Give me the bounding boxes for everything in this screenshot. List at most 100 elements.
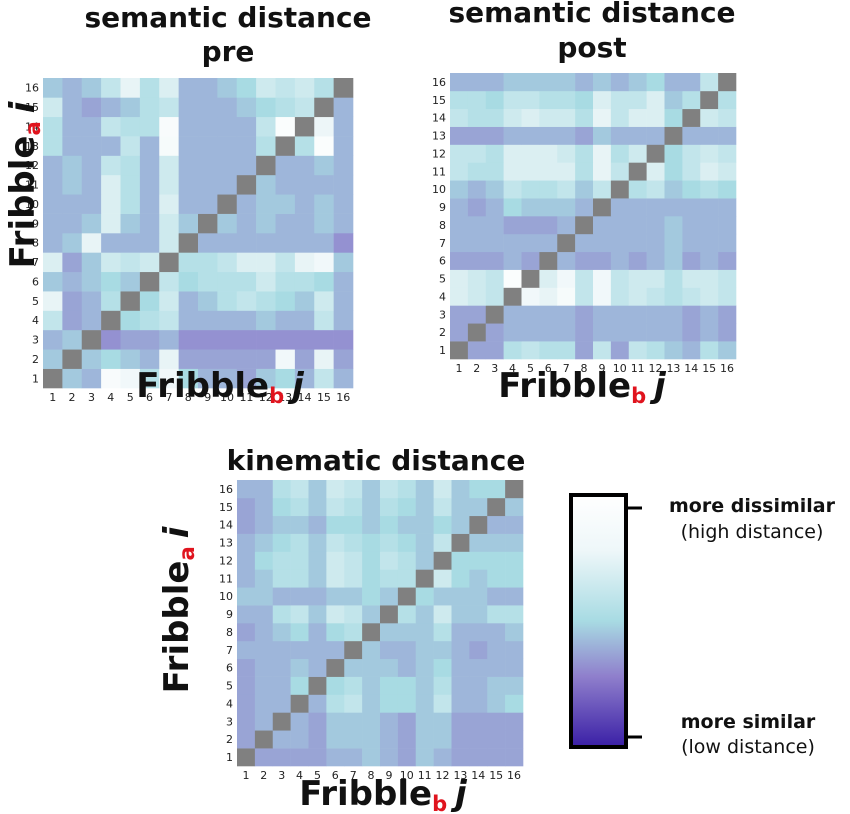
heatmap-cell — [139, 252, 160, 273]
x-tick-label: 13 — [666, 362, 680, 375]
heatmap-cell — [433, 640, 452, 660]
heatmap-cell — [539, 180, 558, 199]
heatmap-cell — [451, 694, 470, 713]
y-tick-label: 10 — [25, 198, 39, 211]
heatmap-cell — [593, 144, 612, 163]
y-tick-label: 10 — [219, 590, 233, 603]
heatmap-cell — [557, 144, 576, 163]
heatmap-cell — [275, 78, 296, 98]
heatmap-diagonal-cell — [237, 748, 256, 767]
heatmap-cell — [505, 623, 524, 642]
heatmap-cell — [487, 694, 506, 713]
heatmap-cell — [467, 287, 487, 306]
heatmap-cell — [326, 694, 345, 713]
heatmap-cell — [467, 198, 487, 217]
heatmap-cell — [344, 569, 363, 588]
heatmap-cell — [236, 194, 257, 214]
heatmap-cell — [718, 251, 737, 270]
heatmap-cell — [718, 216, 737, 235]
heatmap-cell — [308, 623, 327, 642]
y-tick-label: 8 — [32, 237, 39, 250]
x-tick-label: 1 — [242, 769, 249, 782]
heatmap-cell — [308, 569, 327, 588]
x-tick-label: 16 — [336, 391, 350, 404]
heatmap-cell — [718, 90, 737, 110]
heatmap-cell — [557, 162, 576, 181]
heatmap-cell — [236, 310, 257, 331]
heatmap-cell — [485, 198, 504, 217]
heatmap-cell — [451, 658, 470, 677]
heatmap-diagonal-cell — [139, 271, 160, 292]
x-tick-label: 2 — [69, 391, 76, 404]
heatmap-cell — [664, 108, 683, 127]
y-axis-label-sub: a — [20, 121, 45, 135]
heatmap-cell — [254, 640, 274, 660]
heatmap-cell — [539, 126, 558, 145]
heatmap-cell — [159, 194, 179, 214]
heatmap-cell — [539, 233, 558, 253]
heatmap-cell — [467, 305, 487, 324]
heatmap-cell — [593, 180, 612, 199]
heatmap-cell — [664, 90, 683, 110]
heatmap-cell — [344, 658, 363, 677]
heatmap-diagonal-cell — [198, 213, 218, 234]
y-tick-label: 7 — [439, 237, 446, 250]
heatmap-cell — [120, 252, 141, 273]
heatmap-cell — [236, 271, 257, 292]
heatmap-cell — [700, 144, 719, 163]
heatmap-cell — [450, 216, 469, 235]
heatmap-cell — [469, 712, 488, 731]
heatmap-cell — [272, 480, 291, 499]
heatmap-cell — [450, 198, 469, 217]
heatmap-diagonal-cell — [217, 194, 238, 214]
heatmap-cell — [217, 116, 238, 137]
heatmap-cell — [81, 155, 102, 176]
heatmap-cell — [485, 126, 504, 145]
heatmap-cell — [505, 587, 524, 606]
y-tick-label: 14 — [25, 120, 39, 133]
heatmap-cell — [178, 213, 199, 234]
heatmap-cell — [198, 291, 218, 311]
heatmap-cell — [521, 341, 540, 360]
heatmap-cell — [505, 748, 524, 767]
heatmap-cell — [308, 748, 327, 767]
heatmap-diagonal-cell — [469, 515, 488, 534]
heatmap-cell — [610, 287, 630, 306]
x-tick-label: 2 — [260, 769, 267, 782]
heatmap-cell — [326, 533, 345, 552]
heatmap-cell — [236, 233, 257, 253]
heatmap-cell — [120, 174, 141, 195]
heatmap-diagonal-cell — [159, 252, 179, 273]
heatmap-cell — [254, 569, 274, 588]
heatmap-cell — [469, 640, 488, 660]
heatmap-cell — [450, 108, 469, 127]
heatmap-cell — [664, 73, 683, 92]
heatmap-cell — [362, 694, 381, 713]
heatmap-cell — [81, 213, 102, 234]
heatmap-cell — [433, 480, 452, 499]
heatmap-cell — [362, 748, 381, 767]
heatmap-cell — [178, 329, 199, 350]
heatmap-cell — [718, 162, 737, 181]
heatmap-cell — [256, 194, 276, 214]
heatmap-cell — [198, 97, 218, 118]
heatmap-cell — [521, 287, 540, 306]
heatmap-diagonal-cell — [646, 144, 665, 163]
heatmap-cell — [575, 269, 594, 288]
heatmap-diagonal-cell — [487, 497, 506, 517]
heatmap-cell — [217, 213, 238, 234]
heatmap-cell — [646, 251, 665, 270]
heatmap-cell — [646, 162, 665, 181]
heatmap-cell — [43, 174, 63, 195]
heatmap-cell — [333, 155, 354, 176]
heatmap-cell — [272, 587, 291, 606]
heatmap-cell — [646, 126, 665, 145]
heatmap-cell — [610, 251, 630, 270]
heatmap-cell — [333, 368, 354, 389]
heatmap-cell — [333, 174, 354, 195]
heatmap-cell — [450, 73, 469, 92]
heatmap-cell — [485, 251, 504, 270]
heatmap-cell — [397, 497, 417, 517]
heatmap-cell — [469, 748, 488, 767]
heatmap-cell — [344, 694, 363, 713]
